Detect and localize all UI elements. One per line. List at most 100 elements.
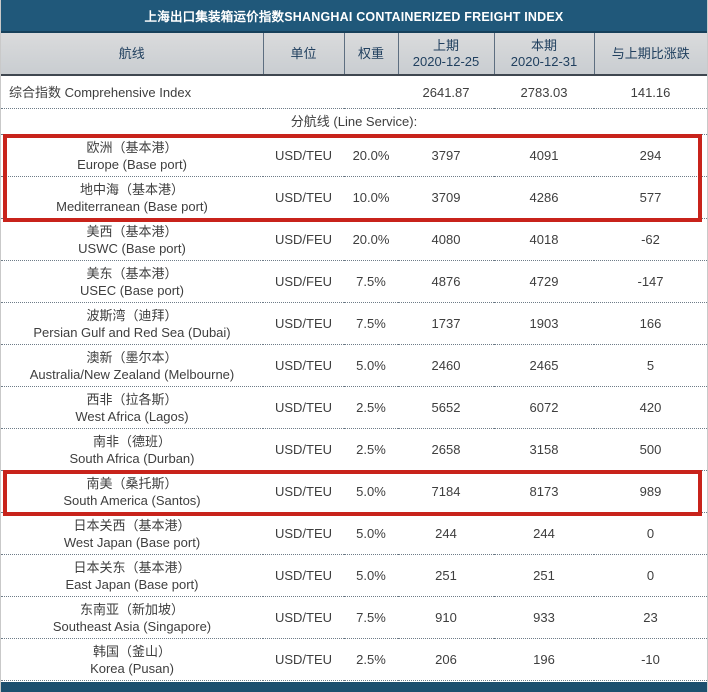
header-current-date: 2020-12-31 xyxy=(510,53,578,69)
route-name-cn: 日本关东（基本港） xyxy=(73,559,191,575)
route-name-en: South Africa (Durban) xyxy=(69,450,195,466)
weight-cell: 10.0% xyxy=(344,176,398,219)
route-name-cn: 澳新（墨尔本） xyxy=(86,349,178,365)
header-unit: 单位 xyxy=(263,33,345,76)
unit-cell: USD/TEU xyxy=(263,344,344,387)
weight-cell: 5.0% xyxy=(344,512,398,555)
route-cell: 南美（桑托斯） South America (Santos) xyxy=(1,470,263,513)
route-name-en: Korea (Pusan) xyxy=(90,660,174,676)
change-cell: 989 xyxy=(594,470,707,513)
route-cell: 韩国（釜山） Korea (Pusan) xyxy=(1,638,263,681)
route-name-cn: 东南亚（新加坡） xyxy=(79,601,184,617)
prev-cell: 206 xyxy=(398,638,494,681)
table-row-australia-nz: 澳新（墨尔本） Australia/New Zealand (Melbourne… xyxy=(1,344,707,387)
table-row-west-africa: 西非（拉各斯） West Africa (Lagos) USD/TEU 2.5%… xyxy=(1,386,707,429)
prev-cell: 5652 xyxy=(398,386,494,429)
weight-cell: 7.5% xyxy=(344,302,398,345)
curr-cell: 6072 xyxy=(494,386,594,429)
prev-cell: 251 xyxy=(398,554,494,597)
comprehensive-index-row: 综合指数 Comprehensive Index 2641.87 2783.03… xyxy=(1,75,707,109)
table-row-south-america: 南美（桑托斯） South America (Santos) USD/TEU 5… xyxy=(1,470,707,513)
curr-cell: 251 xyxy=(494,554,594,597)
change-cell: 0 xyxy=(594,554,707,597)
table-row-usec: 美东（基本港） USEC (Base port) USD/FEU 7.5% 48… xyxy=(1,260,707,303)
prev-cell: 2658 xyxy=(398,428,494,471)
change-cell: -147 xyxy=(594,260,707,303)
route-name-cn: 欧洲（基本港） xyxy=(86,139,178,155)
weight-cell: 7.5% xyxy=(344,596,398,639)
header-previous-date: 2020-12-25 xyxy=(412,53,480,69)
route-cell: 欧洲（基本港） Europe (Base port) xyxy=(1,134,263,177)
change-cell: 23 xyxy=(594,596,707,639)
curr-cell: 2465 xyxy=(494,344,594,387)
table-row-korea: 韩国（釜山） Korea (Pusan) USD/TEU 2.5% 206 19… xyxy=(1,638,707,681)
title-bar: 上海出口集装箱运价指数SHANGHAI CONTAINERIZED FREIGH… xyxy=(1,0,707,33)
route-cell: 日本关东（基本港） East Japan (Base port) xyxy=(1,554,263,597)
weight-cell: 2.5% xyxy=(344,638,398,681)
route-name-en: USEC (Base port) xyxy=(79,282,185,298)
table-row-east-japan: 日本关东（基本港） East Japan (Base port) USD/TEU… xyxy=(1,554,707,597)
curr-cell: 8173 xyxy=(494,470,594,513)
table-row-mediterranean: 地中海（基本港） Mediterranean (Base port) USD/T… xyxy=(1,176,707,219)
prev-cell: 1737 xyxy=(398,302,494,345)
unit-cell: USD/TEU xyxy=(263,176,344,219)
prev-cell: 7184 xyxy=(398,470,494,513)
change-cell: -62 xyxy=(594,218,707,261)
route-name-cn: 美西（基本港） xyxy=(86,223,178,239)
prev-cell: 910 xyxy=(398,596,494,639)
table-row-uswc: 美西（基本港） USWC (Base port) USD/FEU 20.0% 4… xyxy=(1,218,707,261)
route-name-en: Southeast Asia (Singapore) xyxy=(52,618,212,634)
route-cell: 澳新（墨尔本） Australia/New Zealand (Melbourne… xyxy=(1,344,263,387)
prev-cell: 3797 xyxy=(398,134,494,177)
header-previous-period: 上期 2020-12-25 xyxy=(398,33,495,76)
prev-cell: 244 xyxy=(398,512,494,555)
prev-cell: 4876 xyxy=(398,260,494,303)
change-cell: 420 xyxy=(594,386,707,429)
curr-cell: 4286 xyxy=(494,176,594,219)
header-weight: 权重 xyxy=(344,33,399,76)
header-previous-label: 上期 xyxy=(432,37,459,53)
weight-cell: 5.0% xyxy=(344,344,398,387)
bottom-bar xyxy=(1,682,707,692)
change-cell: 141.16 xyxy=(594,75,707,109)
table-row-west-japan: 日本关西（基本港） West Japan (Base port) USD/TEU… xyxy=(1,512,707,555)
weight-cell: 5.0% xyxy=(344,470,398,513)
curr-cell: 3158 xyxy=(494,428,594,471)
route-name-en: Europe (Base port) xyxy=(77,156,187,172)
weight-cell: 5.0% xyxy=(344,554,398,597)
curr-cell: 1903 xyxy=(494,302,594,345)
route-name-en: East Japan (Base port) xyxy=(65,576,199,592)
page-title: 上海出口集装箱运价指数SHANGHAI CONTAINERIZED FREIGH… xyxy=(144,10,564,24)
change-cell: -10 xyxy=(594,638,707,681)
prev-cell: 4080 xyxy=(398,218,494,261)
weight-cell: 2.5% xyxy=(344,428,398,471)
weight-cell: 20.0% xyxy=(344,218,398,261)
section-label: 分航线 (Line Service): xyxy=(1,108,707,135)
change-cell: 5 xyxy=(594,344,707,387)
unit-cell: USD/TEU xyxy=(263,428,344,471)
route-name-en: USWC (Base port) xyxy=(78,240,186,256)
line-service-section-row: 分航线 (Line Service): xyxy=(1,108,707,135)
table-row-persian-gulf: 波斯湾（迪拜） Persian Gulf and Red Sea (Dubai)… xyxy=(1,302,707,345)
weight-cell: 20.0% xyxy=(344,134,398,177)
header-current-period: 本期 2020-12-31 xyxy=(494,33,595,76)
route-name-cn: 南非（德班） xyxy=(92,433,171,449)
change-cell: 500 xyxy=(594,428,707,471)
prev-cell: 3709 xyxy=(398,176,494,219)
route-name-cn: 地中海（基本港） xyxy=(79,181,184,197)
header-current-label: 本期 xyxy=(530,37,557,53)
route-name-cn: 波斯湾（迪拜） xyxy=(86,307,178,323)
header-change: 与上期比涨跌 xyxy=(594,33,707,76)
route-name-cn: 西非（拉各斯） xyxy=(86,391,178,407)
table-row-southeast-asia: 东南亚（新加坡） Southeast Asia (Singapore) USD/… xyxy=(1,596,707,639)
route-name-cn: 南美（桑托斯） xyxy=(86,475,178,491)
route-name-en: Persian Gulf and Red Sea (Dubai) xyxy=(33,324,231,340)
route-name-en: West Africa (Lagos) xyxy=(75,408,189,424)
route-name-en: Mediterranean (Base port) xyxy=(56,198,208,214)
table-header-row: 航线 单位 权重 上期 2020-12-25 本期 2020-12-31 与上期… xyxy=(1,33,707,76)
weight-cell: 7.5% xyxy=(344,260,398,303)
curr-cell: 196 xyxy=(494,638,594,681)
route-name-cn: 美东（基本港） xyxy=(86,265,178,281)
route-cell: 美东（基本港） USEC (Base port) xyxy=(1,260,263,303)
weight-cell: 2.5% xyxy=(344,386,398,429)
